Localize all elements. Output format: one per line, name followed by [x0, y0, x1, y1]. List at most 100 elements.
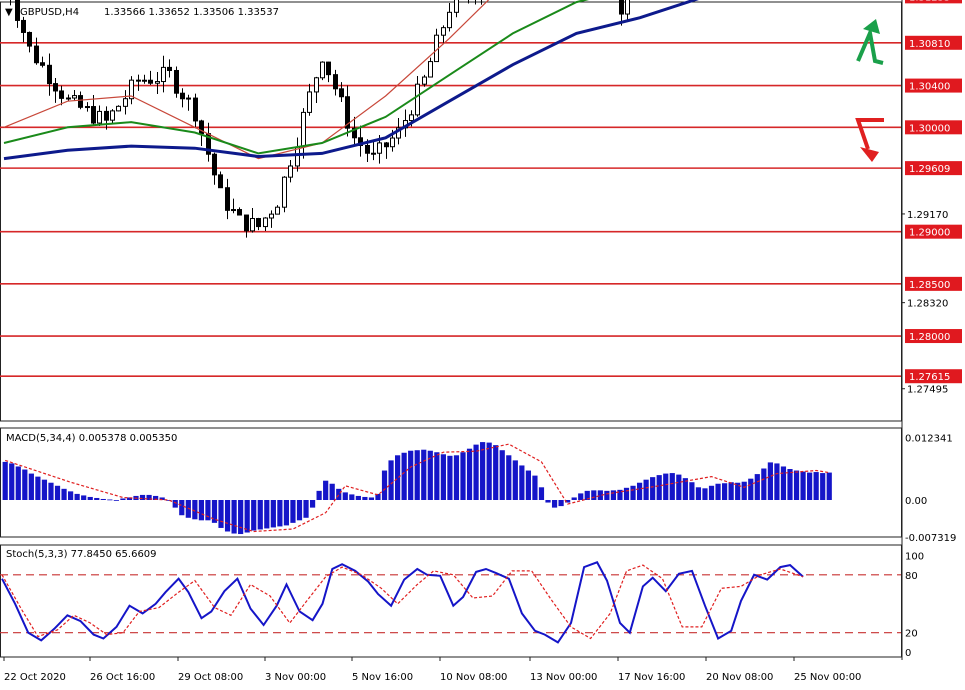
macd-histogram-bar	[270, 500, 276, 528]
stoch-signal-line	[1, 564, 804, 640]
candle-body	[409, 114, 414, 122]
level-tag-box	[905, 224, 962, 239]
macd-histogram-bar	[375, 493, 381, 500]
time-tick-label: 5 Nov 16:00	[352, 672, 413, 683]
candle-body	[454, 0, 459, 13]
level-tag-label: 1.28500	[909, 280, 950, 291]
macd-histogram-bar	[296, 500, 303, 521]
macd-histogram-bar	[440, 454, 446, 500]
macd-histogram-bar	[323, 480, 329, 500]
macd-histogram-bar	[447, 455, 453, 500]
candle-body	[428, 61, 433, 78]
candle-body	[256, 218, 261, 228]
macd-histogram-bar	[329, 483, 335, 500]
candle-body	[333, 74, 338, 90]
candle-body	[320, 61, 325, 79]
time-tick-label: 13 Nov 00:00	[530, 672, 597, 683]
macd-histogram-bar	[480, 442, 486, 500]
macd-histogram-bar	[545, 500, 551, 503]
candle-body	[415, 83, 420, 116]
candle-body	[371, 152, 376, 155]
macd-histogram-bar	[41, 479, 48, 500]
macd-histogram-bar	[767, 462, 773, 500]
macd-histogram-bar	[205, 500, 211, 521]
candle-body	[15, 0, 20, 21]
stoch-main-line	[1, 561, 804, 644]
macd-histogram-bar	[466, 448, 473, 500]
buy-arrow-head-icon	[863, 19, 880, 34]
macd-histogram-bar	[257, 500, 263, 530]
time-tick-label: 20 Nov 08:00	[706, 672, 773, 683]
macd-axis-label: -0.007319	[905, 533, 956, 544]
macd-histogram-bar	[722, 483, 728, 500]
time-tick-label: 26 Oct 16:00	[90, 672, 155, 683]
candle-body	[288, 165, 293, 178]
macd-histogram-bar	[414, 450, 420, 500]
macd-histogram-bar	[74, 493, 80, 500]
macd-histogram-bar	[54, 485, 61, 500]
macd-histogram-bar	[728, 482, 734, 500]
macd-histogram-bar	[283, 500, 290, 526]
macd-histogram-bar	[251, 500, 257, 531]
macd-histogram-bar	[754, 474, 760, 500]
macd-histogram-bar	[349, 494, 355, 500]
macd-histogram-bar	[316, 490, 322, 500]
macd-histogram-bar	[238, 500, 244, 535]
macd-histogram-bar	[264, 500, 270, 529]
candle-body	[225, 187, 230, 211]
candle-body	[174, 69, 179, 94]
macd-histogram-bar	[107, 499, 113, 501]
macd-histogram-bar	[198, 500, 204, 521]
macd-histogram-bar	[166, 500, 172, 501]
macd-histogram-bar	[826, 472, 832, 500]
macd-histogram-bar	[604, 490, 610, 500]
time-tick-label: 25 Nov 00:00	[794, 672, 861, 683]
macd-histogram-bar	[820, 473, 826, 500]
macd-histogram-bar	[551, 500, 558, 508]
sell-arrow-icon	[855, 118, 884, 150]
candle-body	[326, 61, 331, 76]
macd-histogram-bar	[35, 476, 41, 500]
macd-histogram-bar	[813, 472, 819, 500]
candle-body	[231, 209, 236, 212]
macd-histogram-bar	[591, 490, 597, 500]
macd-histogram-bar	[277, 500, 283, 527]
macd-axis-label: 0.00	[905, 496, 927, 507]
candle-body	[129, 79, 134, 100]
macd-histogram-bar	[362, 496, 368, 500]
candle-body	[212, 153, 217, 176]
macd-histogram-bar	[139, 494, 146, 500]
candle-body	[142, 79, 147, 82]
sell-arrow-head-icon	[860, 147, 879, 162]
candle-body	[339, 88, 344, 98]
macd-histogram-bar	[512, 460, 518, 500]
macd-histogram-bar	[179, 500, 185, 516]
macd-histogram-bar	[610, 490, 617, 500]
level-tag-box	[905, 329, 962, 344]
macd-histogram-bar	[676, 474, 682, 500]
chart-menu-dropdown-icon: ▼	[5, 7, 13, 18]
macd-histogram-bar	[702, 488, 708, 500]
macd-histogram-bar	[2, 461, 8, 500]
macd-histogram-bar	[153, 495, 159, 500]
macd-histogram-bar	[453, 455, 460, 500]
macd-histogram-bar	[100, 498, 106, 500]
macd-histogram-bar	[506, 455, 512, 500]
candle-body	[447, 11, 452, 29]
macd-histogram-bar	[231, 500, 237, 534]
candle-body	[441, 27, 446, 36]
candle-body	[365, 144, 370, 154]
macd-histogram-bar	[309, 500, 316, 508]
candle-body	[186, 97, 191, 100]
level-tag-box	[905, 276, 962, 291]
macd-histogram-bar	[427, 450, 433, 500]
macd-histogram-bar	[395, 455, 401, 500]
macd-histogram-bar	[623, 487, 630, 500]
macd-histogram-bar	[499, 450, 505, 500]
candle-body	[155, 81, 160, 84]
macd-histogram-bar	[355, 495, 361, 500]
macd-histogram-bar	[381, 470, 388, 500]
macd-histogram-bar	[342, 492, 348, 500]
